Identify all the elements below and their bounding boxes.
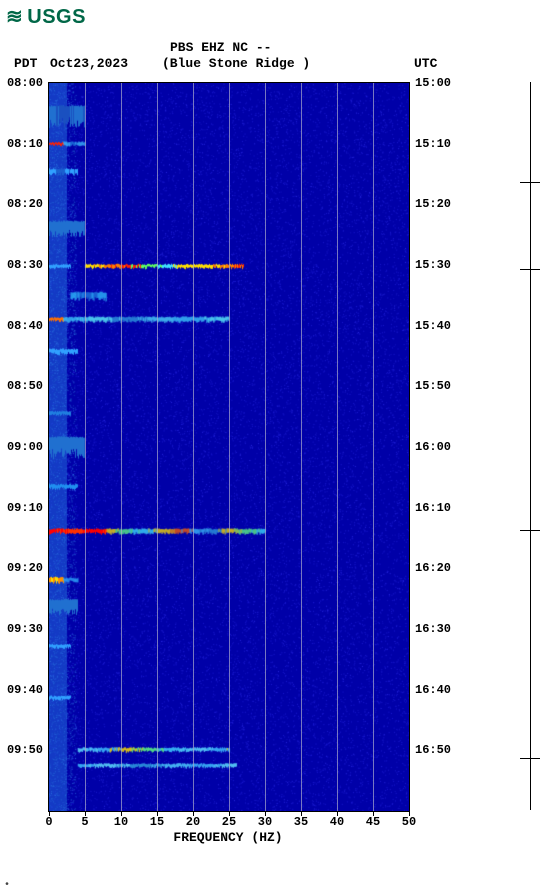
x-tick-label: 25 [222, 815, 236, 829]
time-label-left: 08:20 [7, 197, 43, 211]
time-label-right: 15:00 [415, 76, 451, 90]
time-label-left: 09:30 [7, 622, 43, 636]
station-code: PBS EHZ NC -- [170, 40, 271, 55]
grid-line [85, 83, 86, 811]
time-label-right: 15:40 [415, 319, 451, 333]
grid-line [373, 83, 374, 811]
grid-line [229, 83, 230, 811]
x-tick-label: 35 [294, 815, 308, 829]
time-label-left: 09:40 [7, 683, 43, 697]
timezone-left: PDT [14, 56, 37, 71]
x-tick-label: 5 [81, 815, 88, 829]
time-label-right: 16:40 [415, 683, 451, 697]
x-tick-label: 10 [114, 815, 128, 829]
time-label-right: 16:10 [415, 501, 451, 515]
time-label-left: 09:20 [7, 561, 43, 575]
time-label-left: 08:30 [7, 258, 43, 272]
side-scale-line [530, 82, 531, 810]
grid-line [265, 83, 266, 811]
x-tick-label: 45 [366, 815, 380, 829]
grid-line [121, 83, 122, 811]
time-label-right: 15:10 [415, 137, 451, 151]
grid-line [157, 83, 158, 811]
time-label-right: 16:50 [415, 743, 451, 757]
time-label-right: 16:00 [415, 440, 451, 454]
time-label-left: 09:50 [7, 743, 43, 757]
time-label-right: 15:20 [415, 197, 451, 211]
time-label-right: 16:20 [415, 561, 451, 575]
usgs-text: USGS [27, 6, 86, 28]
side-scale-tick [520, 182, 540, 183]
footer-mark: • [4, 880, 10, 891]
time-label-left: 08:00 [7, 76, 43, 90]
time-label-right: 15:30 [415, 258, 451, 272]
time-label-left: 09:10 [7, 501, 43, 515]
x-tick-label: 20 [186, 815, 200, 829]
x-tick-label: 0 [45, 815, 52, 829]
wave-icon: ≋ [6, 4, 23, 29]
time-label-left: 08:40 [7, 319, 43, 333]
time-label-right: 16:30 [415, 622, 451, 636]
station-name: (Blue Stone Ridge ) [162, 56, 310, 71]
usgs-logo: ≋USGS [6, 4, 86, 29]
time-label-left: 08:10 [7, 137, 43, 151]
x-tick-label: 40 [330, 815, 344, 829]
time-label-right: 15:50 [415, 379, 451, 393]
side-scale-tick [520, 269, 540, 270]
x-tick-label: 15 [150, 815, 164, 829]
x-tick-label: 30 [258, 815, 272, 829]
spectrogram-plot: 08:0008:1008:2008:3008:4008:5009:0009:10… [48, 82, 410, 812]
side-scale-tick [520, 530, 540, 531]
timezone-right: UTC [414, 56, 437, 71]
x-tick-label: 50 [402, 815, 416, 829]
time-label-left: 08:50 [7, 379, 43, 393]
grid-line [337, 83, 338, 811]
side-scale-tick [520, 758, 540, 759]
grid-line [193, 83, 194, 811]
time-label-left: 09:00 [7, 440, 43, 454]
x-axis-title: FREQUENCY (HZ) [48, 830, 408, 845]
grid-line [301, 83, 302, 811]
date-label: Oct23,2023 [50, 56, 128, 71]
